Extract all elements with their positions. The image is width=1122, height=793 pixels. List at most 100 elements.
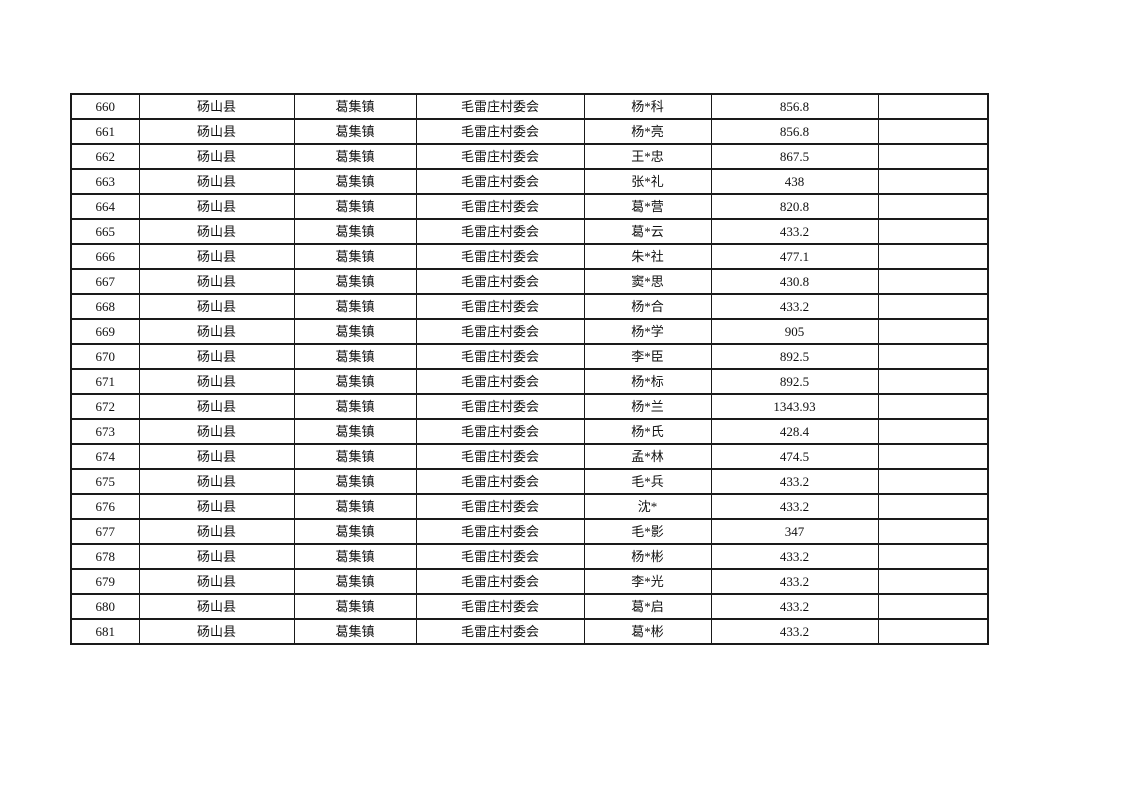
cell-note bbox=[877, 193, 989, 220]
cell-person-name: 孟*林 bbox=[583, 443, 712, 470]
cell-note bbox=[877, 118, 989, 145]
table-row: 677 砀山县 葛集镇 毛雷庄村委会 毛*影 347 bbox=[70, 518, 989, 545]
cell-amount: 856.8 bbox=[710, 93, 879, 120]
cell-amount: 428.4 bbox=[710, 418, 879, 445]
cell-town: 葛集镇 bbox=[293, 493, 417, 520]
cell-person-name: 毛*影 bbox=[583, 518, 712, 545]
cell-amount: 477.1 bbox=[710, 243, 879, 270]
cell-county: 砀山县 bbox=[138, 343, 295, 370]
cell-town: 葛集镇 bbox=[293, 293, 417, 320]
cell-serial-number: 673 bbox=[70, 418, 140, 445]
cell-county: 砀山县 bbox=[138, 168, 295, 195]
cell-person-name: 杨*标 bbox=[583, 368, 712, 395]
cell-person-name: 王*忠 bbox=[583, 143, 712, 170]
cell-village-committee: 毛雷庄村委会 bbox=[415, 218, 585, 245]
cell-amount: 820.8 bbox=[710, 193, 879, 220]
cell-amount: 433.2 bbox=[710, 218, 879, 245]
cell-person-name: 杨*兰 bbox=[583, 393, 712, 420]
cell-note bbox=[877, 493, 989, 520]
cell-serial-number: 665 bbox=[70, 218, 140, 245]
cell-village-committee: 毛雷庄村委会 bbox=[415, 393, 585, 420]
cell-serial-number: 667 bbox=[70, 268, 140, 295]
cell-person-name: 张*礼 bbox=[583, 168, 712, 195]
cell-person-name: 窦*思 bbox=[583, 268, 712, 295]
cell-note bbox=[877, 518, 989, 545]
cell-note bbox=[877, 543, 989, 570]
cell-note bbox=[877, 218, 989, 245]
cell-note bbox=[877, 143, 989, 170]
cell-person-name: 杨*学 bbox=[583, 318, 712, 345]
cell-amount: 867.5 bbox=[710, 143, 879, 170]
table-row: 674 砀山县 葛集镇 毛雷庄村委会 孟*林 474.5 bbox=[70, 443, 989, 470]
table-row: 673 砀山县 葛集镇 毛雷庄村委会 杨*氏 428.4 bbox=[70, 418, 989, 445]
cell-county: 砀山县 bbox=[138, 618, 295, 645]
cell-serial-number: 676 bbox=[70, 493, 140, 520]
cell-serial-number: 670 bbox=[70, 343, 140, 370]
cell-village-committee: 毛雷庄村委会 bbox=[415, 318, 585, 345]
table-row: 666 砀山县 葛集镇 毛雷庄村委会 朱*社 477.1 bbox=[70, 243, 989, 270]
cell-village-committee: 毛雷庄村委会 bbox=[415, 493, 585, 520]
cell-serial-number: 669 bbox=[70, 318, 140, 345]
cell-town: 葛集镇 bbox=[293, 368, 417, 395]
cell-county: 砀山县 bbox=[138, 293, 295, 320]
cell-village-committee: 毛雷庄村委会 bbox=[415, 93, 585, 120]
table-row: 665 砀山县 葛集镇 毛雷庄村委会 葛*云 433.2 bbox=[70, 218, 989, 245]
cell-serial-number: 671 bbox=[70, 368, 140, 395]
cell-amount: 892.5 bbox=[710, 343, 879, 370]
cell-county: 砀山县 bbox=[138, 493, 295, 520]
cell-person-name: 李*光 bbox=[583, 568, 712, 595]
cell-town: 葛集镇 bbox=[293, 393, 417, 420]
cell-person-name: 葛*彬 bbox=[583, 618, 712, 645]
cell-person-name: 杨*彬 bbox=[583, 543, 712, 570]
cell-person-name: 葛*营 bbox=[583, 193, 712, 220]
cell-town: 葛集镇 bbox=[293, 543, 417, 570]
table-body: 660 砀山县 葛集镇 毛雷庄村委会 杨*科 856.8 661 砀山县 葛集镇… bbox=[70, 93, 989, 645]
cell-town: 葛集镇 bbox=[293, 218, 417, 245]
cell-village-committee: 毛雷庄村委会 bbox=[415, 568, 585, 595]
cell-note bbox=[877, 468, 989, 495]
table-row: 663 砀山县 葛集镇 毛雷庄村委会 张*礼 438 bbox=[70, 168, 989, 195]
cell-village-committee: 毛雷庄村委会 bbox=[415, 618, 585, 645]
table-row: 668 砀山县 葛集镇 毛雷庄村委会 杨*合 433.2 bbox=[70, 293, 989, 320]
cell-county: 砀山县 bbox=[138, 368, 295, 395]
cell-town: 葛集镇 bbox=[293, 193, 417, 220]
cell-village-committee: 毛雷庄村委会 bbox=[415, 443, 585, 470]
cell-town: 葛集镇 bbox=[293, 268, 417, 295]
table-row: 672 砀山县 葛集镇 毛雷庄村委会 杨*兰 1343.93 bbox=[70, 393, 989, 420]
cell-serial-number: 681 bbox=[70, 618, 140, 645]
cell-town: 葛集镇 bbox=[293, 618, 417, 645]
cell-serial-number: 678 bbox=[70, 543, 140, 570]
cell-village-committee: 毛雷庄村委会 bbox=[415, 243, 585, 270]
cell-amount: 856.8 bbox=[710, 118, 879, 145]
cell-amount: 430.8 bbox=[710, 268, 879, 295]
cell-amount: 433.2 bbox=[710, 593, 879, 620]
cell-county: 砀山县 bbox=[138, 318, 295, 345]
cell-town: 葛集镇 bbox=[293, 168, 417, 195]
table-row: 661 砀山县 葛集镇 毛雷庄村委会 杨*亮 856.8 bbox=[70, 118, 989, 145]
cell-town: 葛集镇 bbox=[293, 93, 417, 120]
cell-person-name: 杨*科 bbox=[583, 93, 712, 120]
cell-village-committee: 毛雷庄村委会 bbox=[415, 468, 585, 495]
cell-note bbox=[877, 443, 989, 470]
cell-town: 葛集镇 bbox=[293, 518, 417, 545]
cell-village-committee: 毛雷庄村委会 bbox=[415, 268, 585, 295]
cell-amount: 905 bbox=[710, 318, 879, 345]
cell-amount: 433.2 bbox=[710, 293, 879, 320]
cell-person-name: 杨*亮 bbox=[583, 118, 712, 145]
table-row: 681 砀山县 葛集镇 毛雷庄村委会 葛*彬 433.2 bbox=[70, 618, 989, 645]
cell-county: 砀山县 bbox=[138, 93, 295, 120]
cell-note bbox=[877, 368, 989, 395]
table-row: 676 砀山县 葛集镇 毛雷庄村委会 沈* 433.2 bbox=[70, 493, 989, 520]
cell-person-name: 杨*合 bbox=[583, 293, 712, 320]
cell-county: 砀山县 bbox=[138, 143, 295, 170]
cell-note bbox=[877, 243, 989, 270]
cell-amount: 433.2 bbox=[710, 543, 879, 570]
cell-county: 砀山县 bbox=[138, 468, 295, 495]
cell-town: 葛集镇 bbox=[293, 593, 417, 620]
cell-serial-number: 664 bbox=[70, 193, 140, 220]
cell-amount: 433.2 bbox=[710, 493, 879, 520]
cell-note bbox=[877, 618, 989, 645]
cell-county: 砀山县 bbox=[138, 418, 295, 445]
cell-county: 砀山县 bbox=[138, 518, 295, 545]
